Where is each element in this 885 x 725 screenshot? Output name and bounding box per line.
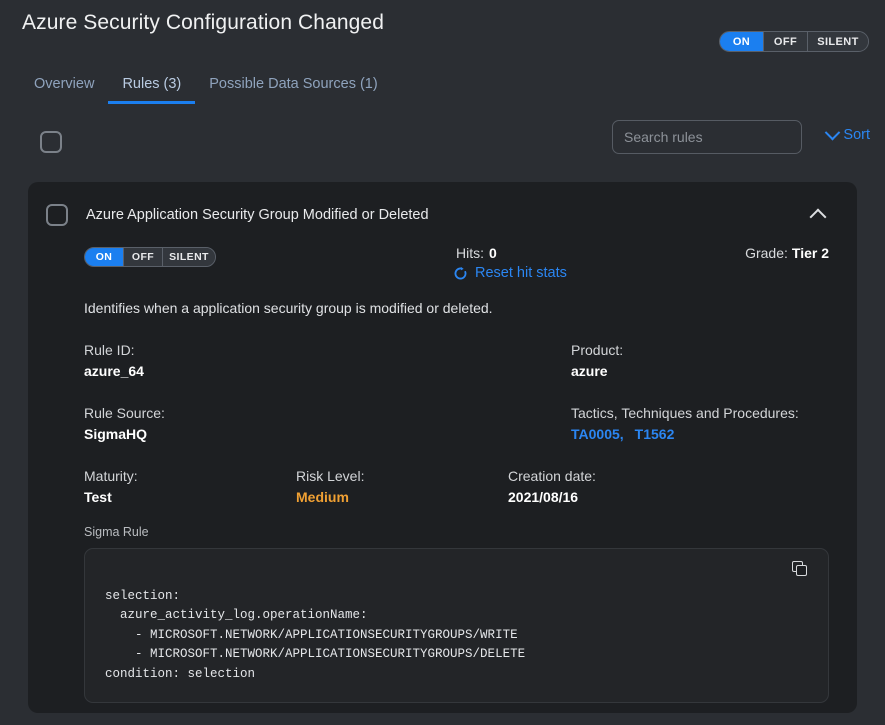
copy-icon-front bbox=[796, 565, 807, 576]
rule-id-value: azure_64 bbox=[84, 363, 144, 379]
tab-possible-data-sources[interactable]: Possible Data Sources (1) bbox=[209, 76, 378, 92]
ttp-link-ta0005[interactable]: TA0005, bbox=[571, 426, 624, 442]
rules-toolbar: Sort bbox=[0, 104, 885, 182]
field-rule-source: Rule Source: SigmaHQ bbox=[84, 405, 342, 442]
page-title: Azure Security Configuration Changed bbox=[22, 11, 384, 34]
grade-label: Grade: bbox=[745, 245, 788, 261]
rule-status-silent[interactable]: SILENT bbox=[163, 248, 215, 266]
status-toggle-silent[interactable]: SILENT bbox=[808, 32, 868, 51]
rule-source-value: SigmaHQ bbox=[84, 426, 148, 442]
refresh-icon bbox=[454, 266, 467, 279]
rule-status-on[interactable]: ON bbox=[85, 248, 124, 266]
product-value: azure bbox=[571, 363, 608, 379]
creation-date-value: 2021/08/16 bbox=[508, 489, 579, 505]
field-ttp: Tactics, Techniques and Procedures: TA00… bbox=[571, 405, 829, 442]
hits-stat: Hits: 0 bbox=[456, 245, 497, 261]
rule-source-label: Rule Source: bbox=[84, 405, 165, 421]
risk-level-value: Medium bbox=[296, 489, 349, 505]
rule-card: Azure Application Security Group Modifie… bbox=[28, 182, 857, 713]
reset-hit-stats-button[interactable]: Reset hit stats bbox=[453, 265, 567, 281]
ttp-links: TA0005, T1562 bbox=[571, 426, 829, 442]
rule-select-checkbox[interactable] bbox=[46, 204, 68, 226]
ttp-link-t1562[interactable]: T1562 bbox=[634, 426, 675, 442]
rule-title: Azure Application Security Group Modifie… bbox=[86, 207, 429, 223]
rule-card-header: Azure Application Security Group Modifie… bbox=[28, 182, 857, 240]
creation-date-label: Creation date: bbox=[508, 468, 596, 484]
alert-status-toggle[interactable]: ON OFF SILENT bbox=[719, 31, 869, 52]
page-header: Azure Security Configuration Changed ON … bbox=[0, 0, 885, 104]
sort-button[interactable]: Sort bbox=[825, 124, 870, 143]
status-toggle-off[interactable]: OFF bbox=[764, 32, 808, 51]
status-toggle-on[interactable]: ON bbox=[720, 32, 764, 51]
maturity-label: Maturity: bbox=[84, 468, 138, 484]
sigma-rule-code: selection: azure_activity_log.operationN… bbox=[105, 589, 526, 681]
rule-status-toggle[interactable]: ON OFF SILENT bbox=[84, 247, 216, 267]
grade-stat: Grade: Tier 2 bbox=[745, 245, 829, 261]
select-all-checkbox[interactable] bbox=[40, 131, 62, 153]
product-label: Product: bbox=[571, 342, 624, 358]
tab-bar: Overview Rules (3) Possible Data Sources… bbox=[22, 76, 392, 104]
search-input[interactable] bbox=[612, 120, 802, 154]
metadata-row-1: Rule ID: azure_64 Product: azure bbox=[84, 342, 829, 379]
sigma-rule-section-label: Sigma Rule bbox=[84, 525, 149, 539]
tab-rules[interactable]: Rules (3) bbox=[108, 76, 196, 104]
grade-value: Tier 2 bbox=[791, 245, 829, 261]
copy-icon[interactable] bbox=[792, 561, 810, 579]
maturity-value: Test bbox=[84, 489, 112, 505]
hits-value: 0 bbox=[489, 245, 497, 261]
rule-id-label: Rule ID: bbox=[84, 342, 135, 358]
hits-label: Hits: bbox=[456, 245, 484, 261]
ttp-label: Tactics, Techniques and Procedures: bbox=[571, 405, 799, 421]
rule-description: Identifies when a application security g… bbox=[84, 300, 493, 316]
field-risk-level: Risk Level: Medium bbox=[296, 468, 508, 505]
sigma-rule-code-block: selection: azure_activity_log.operationN… bbox=[84, 548, 829, 703]
field-creation-date: Creation date: 2021/08/16 bbox=[508, 468, 596, 505]
metadata-row-3: Maturity: Test Risk Level: Medium Creati… bbox=[84, 468, 829, 505]
chevron-down-icon bbox=[825, 124, 841, 140]
metadata-row-2: Rule Source: SigmaHQ Tactics, Techniques… bbox=[84, 405, 829, 442]
field-maturity: Maturity: Test bbox=[84, 468, 296, 505]
reset-hit-stats-label: Reset hit stats bbox=[475, 265, 567, 281]
tab-overview[interactable]: Overview bbox=[34, 76, 95, 92]
rule-status-off[interactable]: OFF bbox=[124, 248, 163, 266]
sort-label: Sort bbox=[843, 127, 870, 143]
field-product: Product: azure bbox=[571, 342, 829, 379]
rule-collapse-button[interactable] bbox=[809, 204, 831, 226]
chevron-up-icon bbox=[809, 208, 827, 226]
field-rule-id: Rule ID: azure_64 bbox=[84, 342, 342, 379]
rule-metadata: Rule ID: azure_64 Product: azure Rule So… bbox=[28, 342, 857, 505]
risk-level-label: Risk Level: bbox=[296, 468, 365, 484]
rule-status-row: ON OFF SILENT Hits: 0 Reset hit stats Gra… bbox=[28, 240, 857, 298]
